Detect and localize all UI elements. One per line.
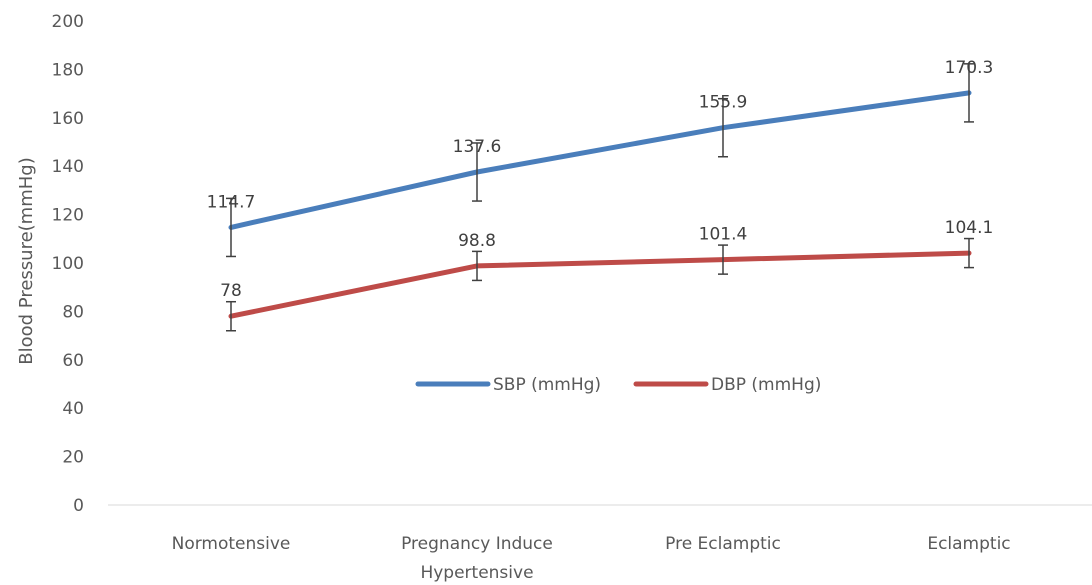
data-label: 170.3 — [945, 58, 994, 78]
x-category-label-line: Pre Eclamptic — [665, 534, 781, 554]
x-category-label: Pregnancy Induce Hypertensive — [401, 534, 553, 583]
y-tick-label: 140 — [52, 157, 84, 177]
x-category-label-line: Normotensive — [172, 534, 291, 554]
legend-item: DBP (mmHg) — [633, 375, 821, 395]
series-line-sbp — [228, 90, 972, 230]
error-bar — [718, 97, 728, 158]
error-bar — [718, 244, 728, 275]
x-axis-ticks: Normotensive Pregnancy Induce Hypertensive… — [172, 534, 1011, 583]
data-label: 101.4 — [699, 225, 748, 245]
legend-label: SBP (mmHg) — [493, 375, 601, 395]
x-category-label-line: Hypertensive — [420, 563, 533, 583]
y-tick-label: 80 — [62, 302, 84, 322]
data-label: 78 — [220, 281, 242, 301]
y-tick-label: 100 — [52, 254, 84, 274]
series-lines — [228, 90, 972, 319]
x-category-label: Pre Eclamptic — [665, 534, 781, 554]
error-bar — [226, 300, 236, 332]
error-bars — [226, 63, 974, 332]
y-tick-label: 160 — [52, 109, 84, 129]
x-category-label-line: Pregnancy Induce — [401, 534, 553, 554]
legend: SBP (mmHg) DBP (mmHg) — [415, 375, 821, 395]
y-tick-label: 20 — [62, 448, 84, 468]
y-tick-label: 200 — [52, 12, 84, 32]
data-label: 104.1 — [945, 218, 994, 238]
x-category-label: Eclamptic — [927, 534, 1010, 554]
y-tick-label: 120 — [52, 206, 84, 226]
y-tick-label: 180 — [52, 60, 84, 80]
error-bar — [226, 197, 236, 258]
y-tick-label: 60 — [62, 351, 84, 371]
error-bar — [472, 142, 482, 202]
data-labels: 114.7 137.6 155.9 170.3 78 98.8 101.4 104.1 — [207, 58, 994, 301]
x-category-label-line: Eclamptic — [927, 534, 1010, 554]
error-bar — [964, 237, 974, 269]
series-line-dbp — [228, 250, 972, 319]
y-tick-label: 0 — [73, 496, 84, 516]
data-label: 114.7 — [207, 192, 256, 212]
error-bar — [964, 63, 974, 123]
x-category-label: Normotensive — [172, 534, 291, 554]
data-label: 98.8 — [458, 231, 496, 251]
y-axis-title: Blood Pressure(mmHg) — [16, 157, 37, 364]
data-label: 155.9 — [699, 93, 748, 113]
y-tick-label: 40 — [62, 399, 84, 419]
data-label: 137.6 — [453, 137, 502, 157]
legend-label: DBP (mmHg) — [711, 375, 821, 395]
legend-item: SBP (mmHg) — [415, 375, 601, 395]
y-axis-title-group: Blood Pressure(mmHg) — [16, 157, 37, 364]
error-bar — [472, 250, 482, 282]
y-axis-ticks: 0 20 40 60 80 100 120 140 160 180 200 — [52, 12, 84, 516]
